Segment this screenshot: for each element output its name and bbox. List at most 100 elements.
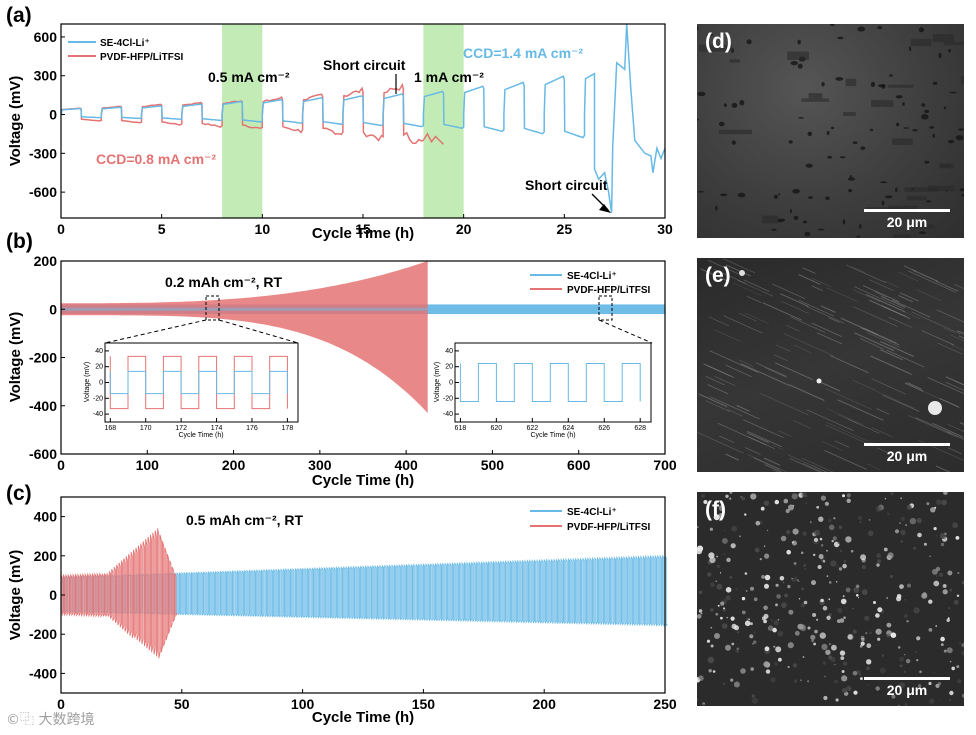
sem-f-grain	[741, 496, 746, 501]
sem-d-pore	[895, 95, 903, 99]
sem-d-pore	[731, 140, 736, 145]
panel-b-zoom-box-1	[205, 295, 220, 321]
sem-f-grain	[866, 659, 872, 665]
panel-a-xtick-label: 15	[355, 221, 371, 237]
sem-d-pore	[955, 135, 964, 141]
sem-f-grain	[820, 544, 824, 547]
sem-f-grain	[784, 593, 788, 598]
sem-d-pore	[789, 209, 792, 214]
sem-f-grain	[725, 587, 732, 593]
sem-f-grain	[794, 630, 800, 636]
sem-f-grain	[834, 679, 838, 684]
sem-e-fiber	[811, 277, 832, 288]
sem-f-grain	[824, 501, 829, 506]
panel-b-series-red	[61, 261, 428, 413]
sem-f-grain	[750, 586, 754, 591]
sem-f-grain	[956, 594, 960, 597]
panel-a-legend-red: PVDF-HFP/LiTFSI	[100, 52, 184, 63]
sem-e-fiber	[806, 306, 845, 324]
sem-f-grain	[820, 495, 826, 501]
sem-f-grain	[850, 549, 854, 553]
sem-f-grain	[896, 594, 902, 599]
sem-f-grain	[921, 592, 928, 599]
sem-f-grain	[819, 537, 823, 541]
inset-1-ylabel: Voltage (mV)	[84, 362, 91, 402]
sem-f-grain	[763, 605, 768, 611]
sem-e-fiber	[779, 293, 809, 307]
sem-f-grain	[914, 651, 917, 653]
sem-f-grain	[852, 629, 857, 634]
sem-f-grain	[801, 587, 804, 591]
sem-f-grain	[785, 508, 790, 514]
sem-f-grain	[918, 684, 922, 688]
sem-e-fiber	[869, 299, 906, 317]
sem-f-grain	[861, 637, 865, 642]
sem-f-grain	[798, 580, 800, 582]
sem-f-grain	[816, 505, 820, 509]
sem-e-fiber	[834, 440, 850, 448]
sem-d-pore	[788, 140, 793, 144]
sem-f-grain	[775, 584, 778, 587]
sem-f-grain	[846, 498, 851, 503]
sem-f-grain	[900, 497, 902, 499]
inset-1-xtick-label: 172	[175, 425, 187, 432]
sem-d-pore	[821, 82, 825, 87]
sem-f-grain	[877, 637, 881, 641]
sem-f-grain	[770, 677, 776, 683]
sem-d-pore	[697, 118, 699, 121]
sem-f-grain	[820, 598, 824, 603]
sem-d-pore	[929, 126, 935, 129]
sem-f-grain	[730, 678, 734, 682]
sem-f-grain	[928, 599, 933, 604]
sem-f-grain	[833, 517, 836, 520]
sem-f-grain	[791, 578, 793, 580]
sem-f-grain	[763, 619, 767, 624]
sem-e-fiber	[866, 332, 901, 348]
sem-d-pore	[880, 181, 888, 184]
sem-d-patch	[940, 163, 954, 168]
panel-a-annotation-ccd-red: CCD=0.8 mA cm⁻²	[96, 151, 216, 167]
sem-e-fiber	[783, 333, 834, 357]
sem-f-grain	[876, 563, 880, 567]
sem-f-grain	[763, 661, 770, 668]
sem-f-grain	[813, 553, 816, 557]
sem-d-pore	[805, 163, 813, 168]
sem-f-grain	[739, 535, 741, 538]
sem-f-grain	[730, 543, 736, 549]
sem-f-grain	[824, 675, 826, 678]
sem-f-grain	[698, 590, 703, 595]
sem-f-grain	[751, 694, 755, 698]
sem-f-grain	[778, 657, 782, 662]
sem-e-fiber	[772, 283, 806, 300]
sem-d-pore	[723, 103, 727, 107]
sem-e-fiber	[860, 327, 900, 346]
sem-e-fiber	[812, 465, 828, 472]
panel-b-inset-1: 168 170 172 174 176 178 40 20 0 -20 -40 Cycle Time…	[84, 342, 299, 439]
sem-e-fiber	[714, 376, 736, 386]
sem-f-grain	[826, 575, 829, 578]
sem-f-grain	[720, 616, 723, 620]
panel-a-arrowhead2	[599, 204, 611, 213]
sem-f-grain	[867, 530, 874, 537]
panel-a-letter: (a)	[6, 4, 32, 27]
sem-d-pore	[790, 61, 798, 66]
sem-f-grain	[955, 536, 960, 540]
sem-f-grain	[735, 588, 738, 591]
sem-f-grain	[907, 583, 911, 588]
sem-e-fiber	[954, 380, 964, 386]
inset-2-xtick-label: 626	[598, 425, 610, 432]
sem-e-fiber	[911, 311, 961, 335]
watermark: ©⿻ 大数跨境	[6, 712, 95, 728]
sem-d-pore	[797, 63, 803, 69]
sem-f-grain	[941, 499, 947, 506]
sem-f-grain	[859, 644, 863, 648]
sem-f-grain	[751, 697, 758, 704]
sem-f-grain	[750, 622, 753, 626]
panel-c-legend: SE-4Cl-Li⁺ PVDF-HFP/LiTFSI	[530, 507, 651, 533]
sem-f-grain	[932, 568, 938, 575]
sem-f-grain	[726, 557, 731, 563]
sem-f-grain	[835, 581, 838, 583]
sem-e-fiber	[898, 294, 913, 303]
sem-f-grain	[949, 588, 953, 592]
sem-e-fiber	[870, 355, 912, 375]
